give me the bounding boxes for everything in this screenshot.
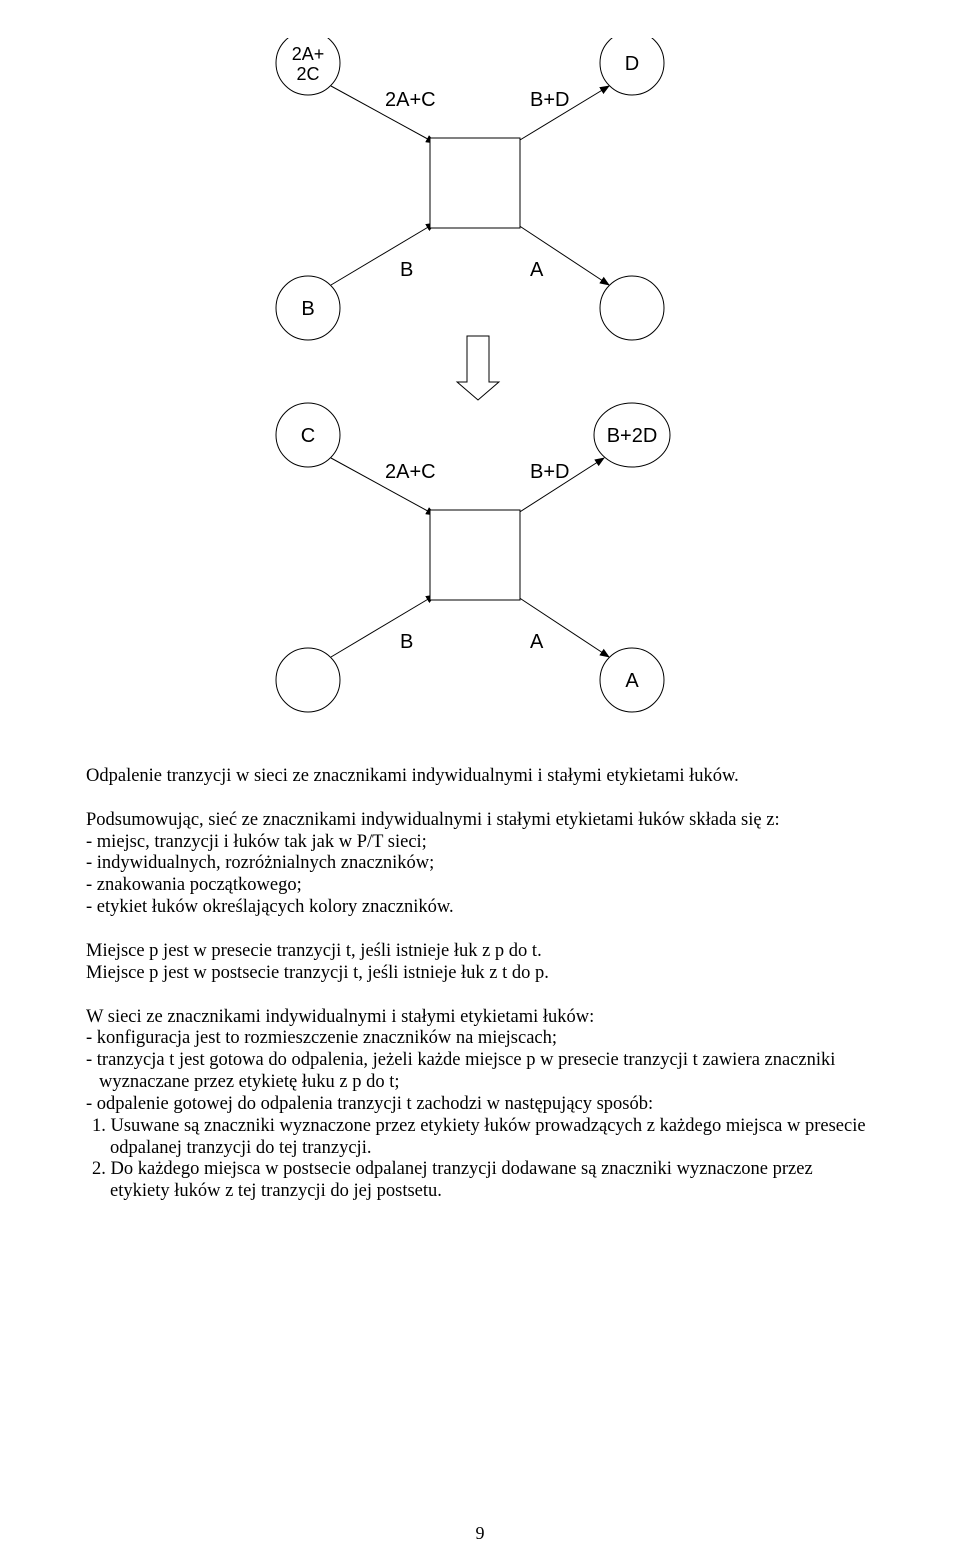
bullet-6: - tranzycja t jest gotowa do odpalenia, … bbox=[86, 1050, 874, 1094]
svg-text:D: D bbox=[625, 53, 639, 75]
para-net-intro: W sieci ze znacznikami indywidualnymi i … bbox=[86, 1007, 874, 1029]
diagram-container: 2A+C B+D B A 2A+2C D B 2A+C B+D B A C B+2D A bbox=[86, 38, 874, 728]
numbered-2: 2. Do każdego miejsca w postsecie odpala… bbox=[92, 1159, 874, 1203]
svg-text:2A+C: 2A+C bbox=[385, 461, 436, 483]
svg-text:B: B bbox=[400, 631, 413, 653]
svg-text:2A+: 2A+ bbox=[292, 44, 325, 64]
para-preset: Miejsce p jest w presecie tranzycji t, j… bbox=[86, 941, 874, 963]
svg-text:A: A bbox=[530, 631, 544, 653]
para-summary-intro: Podsumowując, sieć ze znacznikami indywi… bbox=[86, 810, 874, 832]
svg-text:C: C bbox=[301, 425, 315, 447]
para-postset: Miejsce p jest w postsecie tranzycji t, … bbox=[86, 963, 874, 985]
bullet-3: - znakowania początkowego; bbox=[86, 875, 874, 897]
bullet-4: - etykiet łuków określających kolory zna… bbox=[86, 897, 874, 919]
svg-text:B: B bbox=[301, 298, 314, 320]
svg-text:2C: 2C bbox=[296, 64, 319, 84]
body-text: Odpalenie tranzycji w sieci ze znacznika… bbox=[86, 766, 874, 1203]
svg-text:2A+C: 2A+C bbox=[385, 89, 436, 111]
bullet-1: - miejsc, tranzycji i łuków tak jak w P/… bbox=[86, 832, 874, 854]
svg-text:A: A bbox=[530, 259, 544, 281]
bullet-7: - odpalenie gotowej do odpalenia tranzyc… bbox=[86, 1094, 874, 1116]
para-intro: Odpalenie tranzycji w sieci ze znacznika… bbox=[86, 766, 874, 788]
svg-text:B+D: B+D bbox=[530, 461, 569, 483]
page-number: 9 bbox=[0, 1523, 960, 1544]
page: 2A+C B+D B A 2A+2C D B 2A+C B+D B A C B+2D A Odpaleni… bbox=[0, 0, 960, 1564]
bullet-5: - konfiguracja jest to rozmieszczenie zn… bbox=[86, 1028, 874, 1050]
svg-text:A: A bbox=[625, 670, 639, 692]
bullet-2: - indywidualnych, rozróżnialnych znaczni… bbox=[86, 853, 874, 875]
svg-text:B+D: B+D bbox=[530, 89, 569, 111]
numbered-1: 1. Usuwane są znaczniki wyznaczone przez… bbox=[92, 1116, 874, 1160]
svg-text:B+2D: B+2D bbox=[607, 425, 658, 447]
petri-net-diagram: 2A+C B+D B A 2A+2C D B 2A+C B+D B A C B+2D A bbox=[210, 38, 750, 728]
svg-text:B: B bbox=[400, 259, 413, 281]
